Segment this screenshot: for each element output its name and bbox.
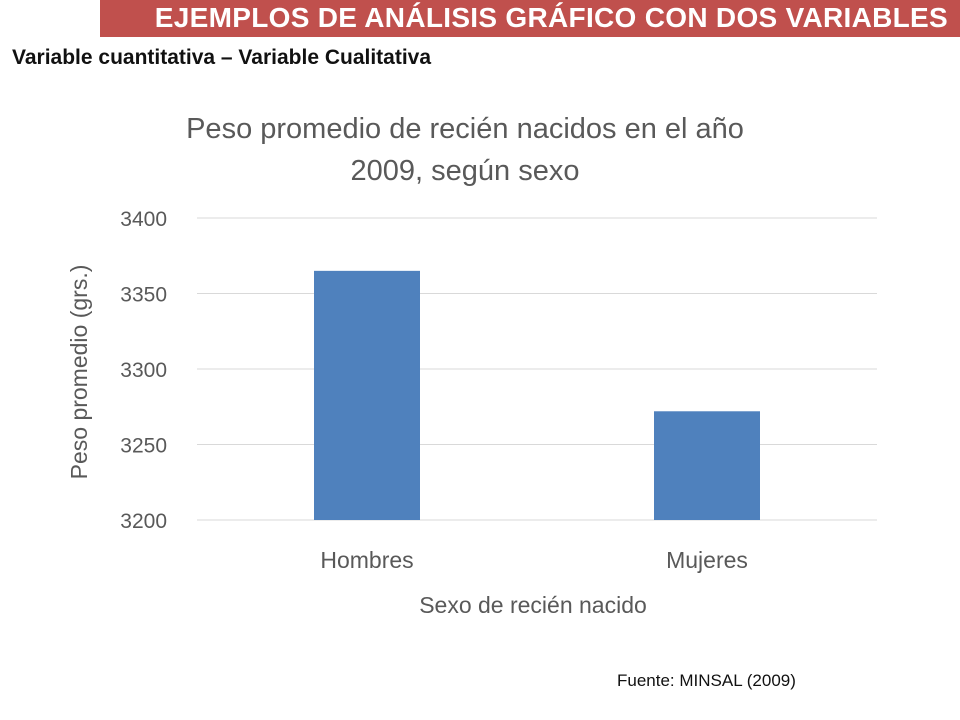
y-tick-label: 3400: [120, 208, 167, 231]
header-banner: EJEMPLOS DE ANÁLISIS GRÁFICO CON DOS VAR…: [100, 0, 960, 37]
y-axis-label: Peso promedio (grs.): [66, 265, 92, 480]
y-tick-label: 3350: [120, 284, 167, 307]
chart-title-line: Peso promedio de recién nacidos en el añ…: [186, 113, 744, 145]
slide-subtitle: Variable cuantitativa – Variable Cualita…: [12, 46, 432, 69]
bar-hombres: [314, 270, 420, 520]
x-tick-label: Mujeres: [666, 547, 748, 573]
y-tick-label: 3250: [120, 435, 167, 458]
chart-title-line: 2009, según sexo: [351, 155, 580, 187]
y-tick-label: 3200: [120, 510, 167, 533]
source-note: Fuente: MINSAL (2009): [617, 671, 796, 690]
banner-title: EJEMPLOS DE ANÁLISIS GRÁFICO CON DOS VAR…: [154, 2, 948, 33]
x-axis-label: Sexo de recién nacido: [419, 592, 647, 618]
bar-mujeres: [654, 411, 760, 520]
x-tick-label: Hombres: [320, 547, 413, 573]
y-tick-label: 3300: [120, 359, 167, 382]
